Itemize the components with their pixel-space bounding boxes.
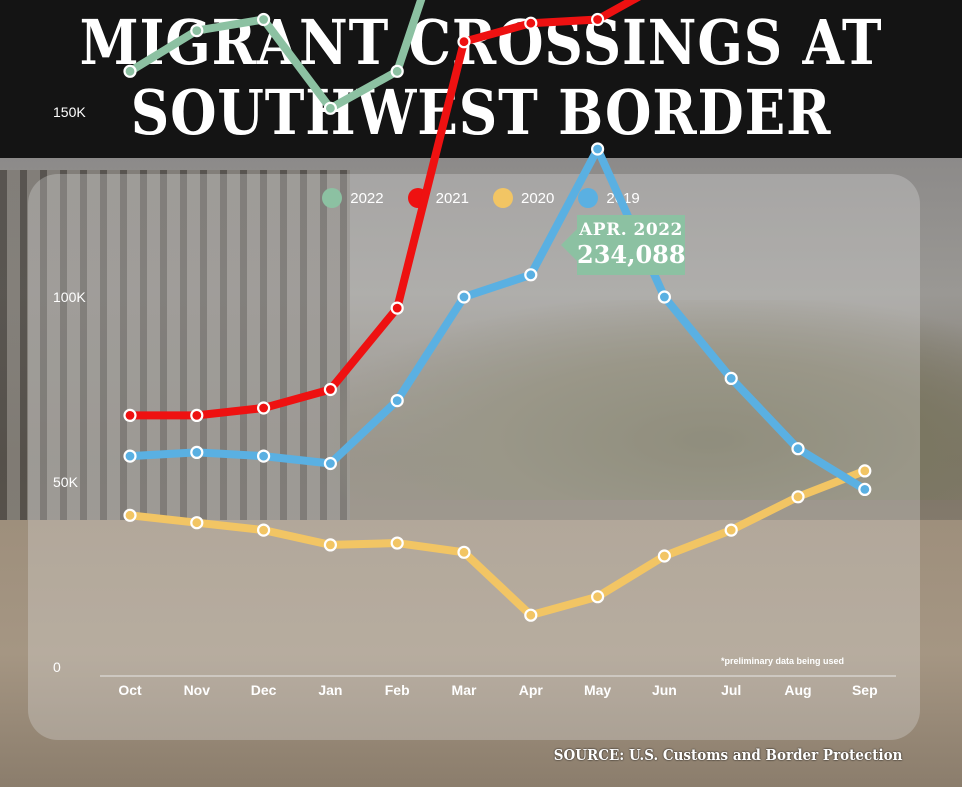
data-point-2021 xyxy=(323,382,337,397)
data-point-2021 xyxy=(123,408,137,422)
apr-2022-callout: APR. 2022 234,088 xyxy=(561,215,686,275)
x-tick-label: Feb xyxy=(385,682,410,698)
x-tick-label: Jun xyxy=(652,682,677,698)
y-tick-label: 50K xyxy=(53,474,79,490)
legend-label: 2022 xyxy=(350,189,384,207)
data-point-2020 xyxy=(657,549,672,563)
data-point-2019 xyxy=(524,268,538,282)
data-point-2020 xyxy=(390,536,404,550)
data-point-2020 xyxy=(190,516,204,530)
series-line-2020 xyxy=(126,466,869,620)
data-point-2019 xyxy=(190,445,204,459)
chart-title: MIGRANT CROSSINGS AT SOUTHWEST BORDER xyxy=(67,8,894,148)
legend-label: 2021 xyxy=(435,189,469,207)
border-fence-photo xyxy=(0,170,350,530)
data-point-2021 xyxy=(590,12,605,27)
legend-swatch xyxy=(322,188,343,208)
data-point-2020 xyxy=(791,490,805,504)
callout-value: 234,088 xyxy=(577,240,686,269)
x-tick-label: Dec xyxy=(251,682,277,698)
data-point-2020 xyxy=(457,545,471,559)
data-point-2022 xyxy=(257,12,271,27)
legend-label: 2020 xyxy=(521,189,555,207)
data-point-2019 xyxy=(257,449,271,463)
data-point-2019 xyxy=(123,449,137,463)
data-point-2020 xyxy=(858,464,872,478)
series-line-2022 xyxy=(126,0,426,113)
title-line-1: MIGRANT CROSSINGS AT xyxy=(79,6,883,79)
y-tick-label: 0 xyxy=(53,659,61,675)
data-point-2019 xyxy=(858,482,872,496)
data-point-2022 xyxy=(323,101,337,115)
x-tick-label: Oct xyxy=(118,682,142,698)
series-line-2021 xyxy=(126,0,642,420)
y-tick-label: 150K xyxy=(53,104,86,120)
x-tick-label: Mar xyxy=(452,682,477,698)
x-tick-label: Nov xyxy=(184,682,211,698)
legend-swatch xyxy=(493,188,513,208)
data-point-2020 xyxy=(590,590,605,604)
data-point-2019 xyxy=(390,394,404,408)
data-point-2021 xyxy=(524,16,538,30)
x-tick-label: Apr xyxy=(519,682,544,698)
x-tick-label: Jul xyxy=(721,682,741,698)
title-band: MIGRANT CROSSINGS AT SOUTHWEST BORDER xyxy=(0,0,962,158)
data-point-2022 xyxy=(390,64,404,78)
title-line-2: SOUTHWEST BORDER xyxy=(130,76,832,149)
x-tick-label: May xyxy=(584,682,611,698)
series-2021 xyxy=(123,0,642,422)
data-point-2019 xyxy=(724,371,738,385)
data-point-2020 xyxy=(257,523,271,537)
data-point-2021 xyxy=(457,35,471,49)
series-line-2019 xyxy=(126,145,869,494)
x-tick-label: Jan xyxy=(318,682,342,698)
y-tick-label: 100K xyxy=(53,289,86,305)
data-point-2020 xyxy=(524,608,538,622)
callout-label: APR. 2022 xyxy=(579,220,683,240)
data-point-2022 xyxy=(123,64,137,78)
data-point-2019 xyxy=(590,142,605,156)
data-point-2019 xyxy=(657,290,672,304)
legend-swatch xyxy=(578,188,599,208)
hillside-photo xyxy=(330,300,962,500)
data-point-2021 xyxy=(390,301,404,315)
data-point-2020 xyxy=(123,508,137,522)
legend-item-2022: 2022 xyxy=(322,188,384,208)
legend-item-2020: 2020 xyxy=(493,188,554,208)
source-credit: SOURCE: U.S. Customs and Border Protecti… xyxy=(553,746,902,764)
series-2019 xyxy=(123,142,872,496)
data-point-2019 xyxy=(791,442,805,456)
series-2020 xyxy=(123,464,872,622)
data-point-2021 xyxy=(190,408,204,422)
x-tick-label: Sep xyxy=(852,682,878,698)
data-point-2022 xyxy=(190,24,204,38)
data-point-2019 xyxy=(457,290,471,304)
x-tick-label: Aug xyxy=(784,682,811,698)
series-2022 xyxy=(123,0,426,115)
data-point-2021 xyxy=(257,401,271,415)
data-point-2020 xyxy=(724,523,738,537)
preliminary-note: *preliminary data being used xyxy=(721,656,845,666)
data-point-2020 xyxy=(323,538,337,552)
data-point-2019 xyxy=(323,456,337,471)
